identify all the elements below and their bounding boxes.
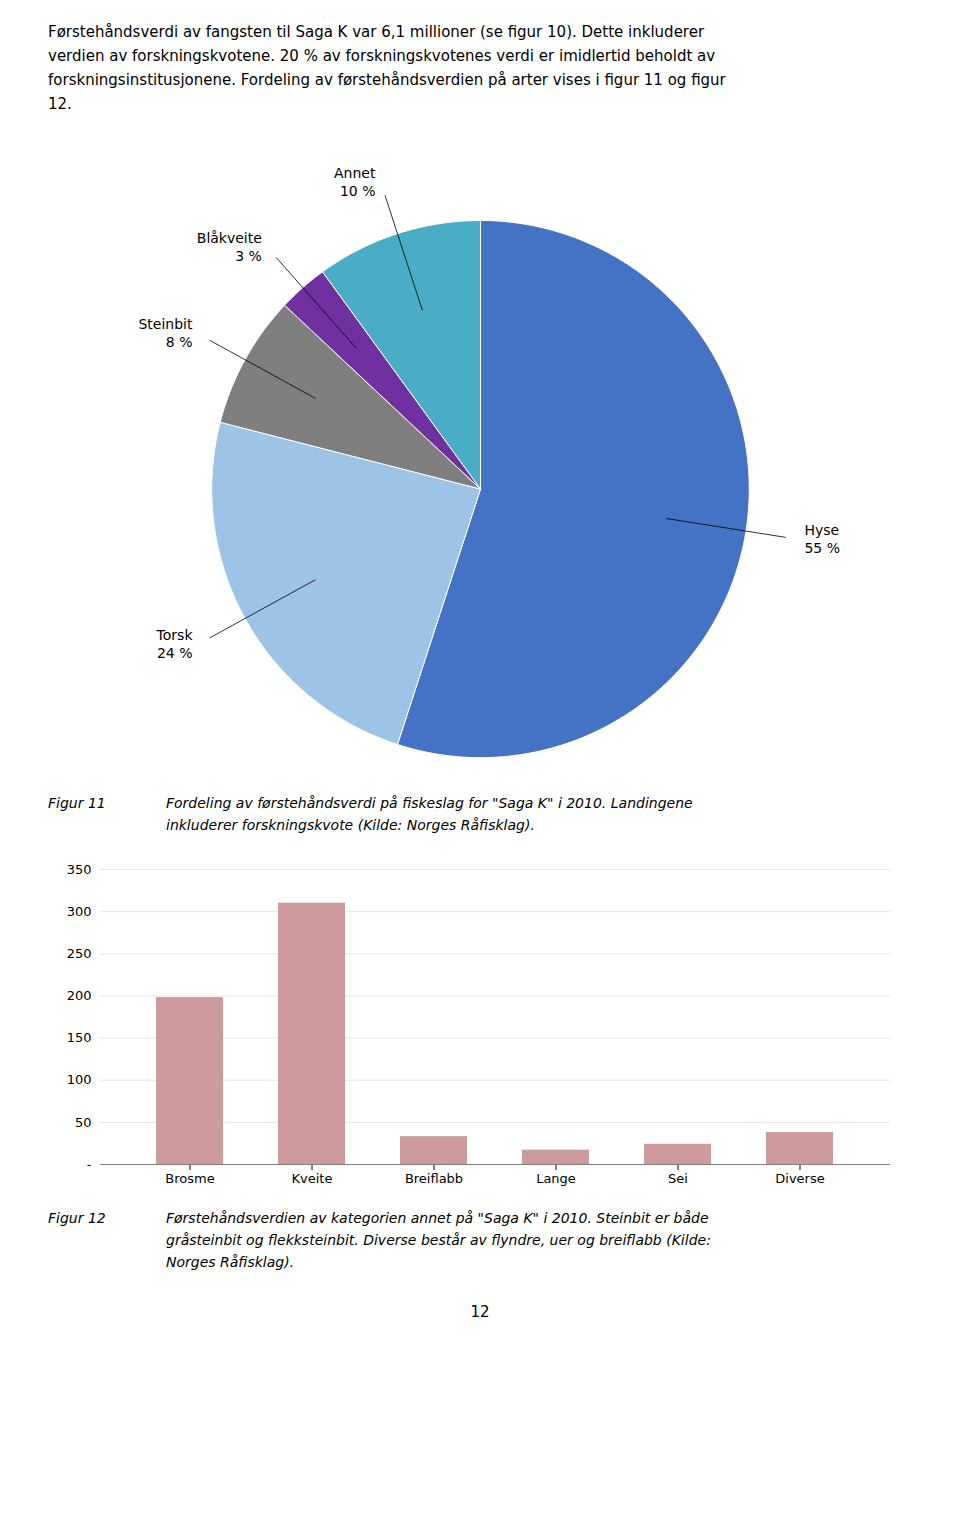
- svg-text:350: 350: [67, 862, 92, 877]
- svg-text:24 %: 24 %: [157, 645, 193, 661]
- html-text:Førstehåndsverdi av fangsten t: Førstehåndsverdi av fangsten til Saga K …: [48, 23, 705, 41]
- svg-text:Steinbit: Steinbit: [138, 316, 193, 332]
- svg-text:Sei: Sei: [668, 1171, 688, 1186]
- html-text:forskningsinstitusjonene. Ford: forskningsinstitusjonene. Fordeling av f…: [48, 71, 726, 89]
- svg-text:-: -: [87, 1157, 92, 1172]
- svg-text:Diverse: Diverse: [775, 1171, 824, 1186]
- html-text:verdien av forskningskvotene.: verdien av forskningskvotene. 20 % av fo…: [48, 47, 716, 65]
- svg-text:Blåkveite: Blåkveite: [197, 230, 262, 246]
- svg-text:200: 200: [67, 988, 92, 1003]
- svg-text:3 %: 3 %: [235, 248, 262, 264]
- svg-text:Brosme: Brosme: [165, 1171, 214, 1186]
- svg-text:Breiflabb: Breiflabb: [405, 1171, 463, 1186]
- svg-text:250: 250: [67, 946, 92, 961]
- html-text:12.: 12.: [48, 95, 72, 113]
- svg-text:55 %: 55 %: [804, 540, 840, 556]
- svg-text:150: 150: [67, 1030, 92, 1045]
- svg-text:100: 100: [67, 1072, 92, 1087]
- html-text:12: 12: [470, 1303, 490, 1321]
- html-text:Fordeling av førstehåndsverdi: Fordeling av førstehåndsverdi på fiskesl…: [166, 795, 693, 833]
- html-text:Figur 12: Figur 12: [48, 1210, 106, 1226]
- svg-text:50: 50: [75, 1115, 92, 1130]
- svg-text:8 %: 8 %: [166, 334, 193, 350]
- svg-text:300: 300: [67, 904, 92, 919]
- svg-text:10 %: 10 %: [340, 183, 376, 199]
- html-text:Figur 11: Figur 11: [48, 795, 106, 811]
- html-text:Førstehåndsverdien av kategori: Førstehåndsverdien av kategorien annet p…: [166, 1210, 711, 1270]
- svg-text:Kveite: Kveite: [292, 1171, 333, 1186]
- svg-text:Torsk: Torsk: [156, 627, 194, 643]
- svg-text:Lange: Lange: [536, 1171, 576, 1186]
- svg-text:Annet: Annet: [334, 165, 376, 181]
- svg-text:Hyse: Hyse: [804, 522, 839, 538]
